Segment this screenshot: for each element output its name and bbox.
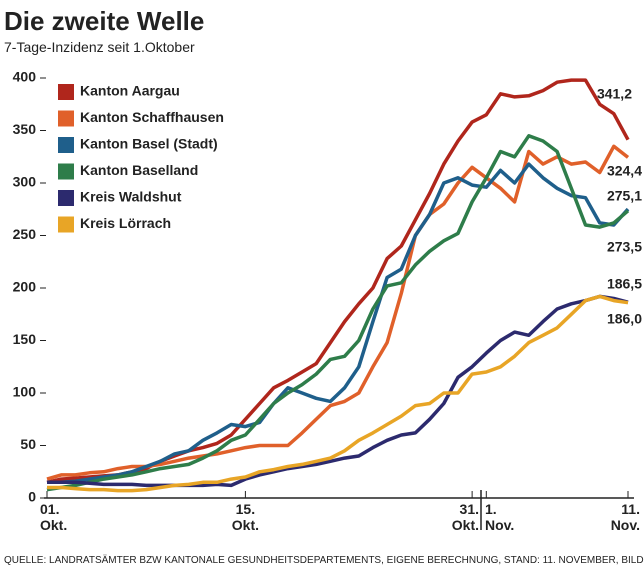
end-label: 341,2 (597, 86, 632, 102)
y-tick-label: 300 (13, 174, 37, 190)
chart-title: Die zweite Welle (4, 6, 204, 36)
legend-swatch (58, 216, 74, 233)
legend-label: Kanton Aargau (80, 83, 180, 99)
y-tick-label: 100 (13, 384, 37, 400)
legend-swatch (58, 110, 74, 127)
legend-label: Kreis Lörrach (80, 215, 171, 231)
legend-label: Kanton Baselland (80, 162, 198, 178)
end-label: 275,1 (607, 188, 642, 204)
source: QUELLE: LANDRATSÄMTER BZW KANTONALE GESU… (4, 554, 644, 566)
y-tick-label: 50 (20, 436, 36, 452)
y-tick-label: 350 (13, 121, 37, 137)
legend-label: Kanton Basel (Stadt) (80, 136, 218, 152)
end-label: 324,4 (607, 163, 642, 179)
x-tick-label: 11. Nov. (611, 501, 640, 533)
series-line (46, 134, 630, 492)
legend-label: Kanton Schaffhausen (80, 109, 224, 125)
legend-swatch (58, 137, 74, 153)
series-line (47, 162, 630, 485)
x-tick-label: 31. Okt. (452, 501, 479, 533)
x-tick-label: 01. Okt. (40, 501, 67, 533)
y-tick-label: 400 (13, 69, 37, 85)
series-line (47, 294, 629, 493)
end-label: 186,0 (607, 311, 642, 327)
legend-swatch (58, 190, 74, 206)
chart-subtitle: 7-Tage-Inzidenz seit 1.Oktober (4, 39, 195, 55)
x-tick-label: 1. Nov. (485, 501, 514, 533)
legend-swatch (58, 84, 74, 100)
series-line (47, 294, 629, 488)
end-label: 186,5 (607, 276, 642, 292)
y-tick-label: 150 (13, 331, 37, 347)
end-label: 273,5 (607, 239, 642, 255)
y-tick-label: 200 (13, 279, 37, 295)
x-tick-label: 15. Okt. (232, 501, 259, 533)
y-tick-label: 250 (13, 226, 37, 242)
legend-label: Kreis Waldshut (80, 189, 182, 205)
y-tick-label: 0 (28, 489, 36, 505)
legend-swatch (58, 163, 74, 180)
